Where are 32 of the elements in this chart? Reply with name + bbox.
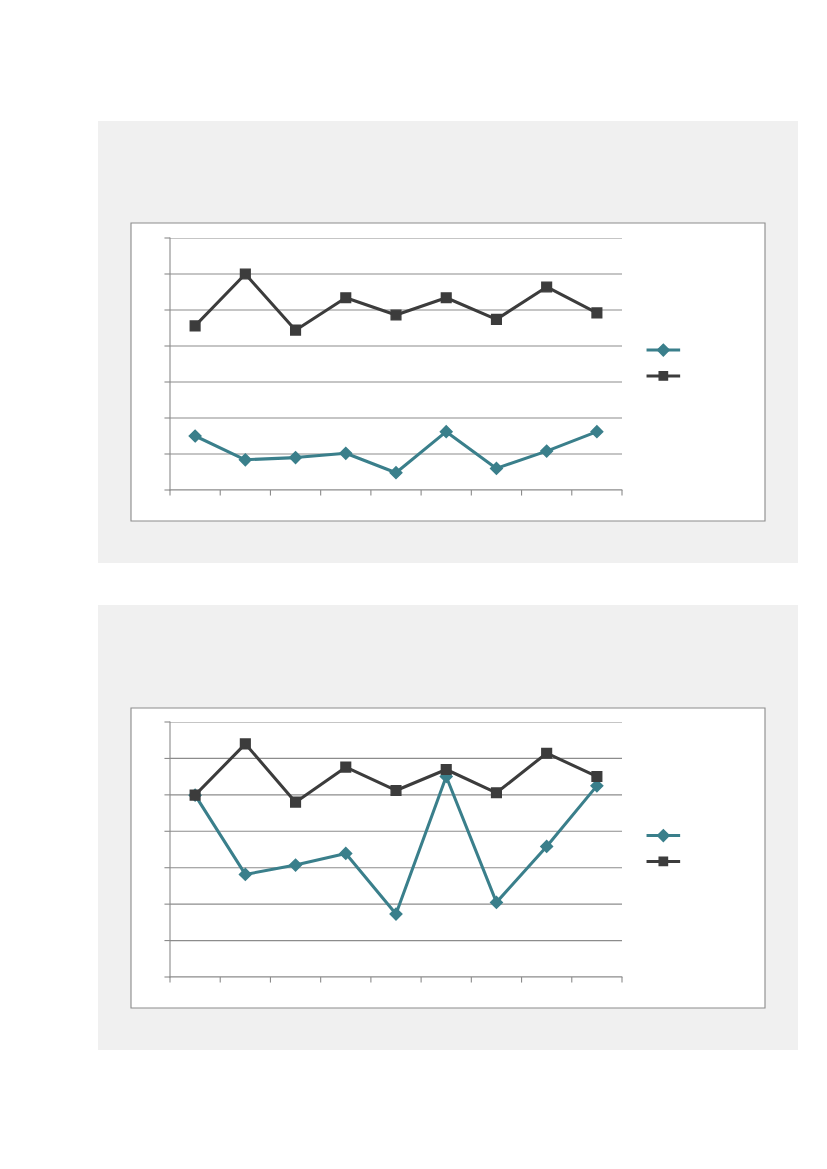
point: [489, 895, 504, 909]
point: [339, 446, 353, 460]
point: [440, 763, 452, 776]
point: [489, 461, 504, 475]
point: [541, 747, 553, 759]
point: [390, 309, 402, 321]
point: [288, 451, 303, 465]
point: [340, 761, 352, 773]
point: [390, 784, 402, 797]
point: [238, 453, 252, 467]
point: [239, 268, 251, 280]
point: [541, 281, 553, 293]
point: [288, 858, 303, 872]
point: [540, 444, 554, 458]
point: [289, 796, 302, 808]
point: [339, 846, 353, 861]
point: [490, 787, 503, 799]
point: [490, 313, 503, 325]
point: [439, 425, 453, 439]
point: [238, 867, 252, 882]
point: [591, 770, 603, 783]
point: [389, 466, 403, 480]
point: [591, 307, 603, 319]
point: [188, 429, 202, 443]
point: [389, 907, 403, 921]
point: [189, 320, 201, 332]
point: [540, 839, 554, 854]
point: [440, 292, 452, 304]
point: [239, 738, 251, 750]
point: [340, 292, 352, 304]
point: [590, 425, 604, 439]
point: [289, 324, 302, 336]
